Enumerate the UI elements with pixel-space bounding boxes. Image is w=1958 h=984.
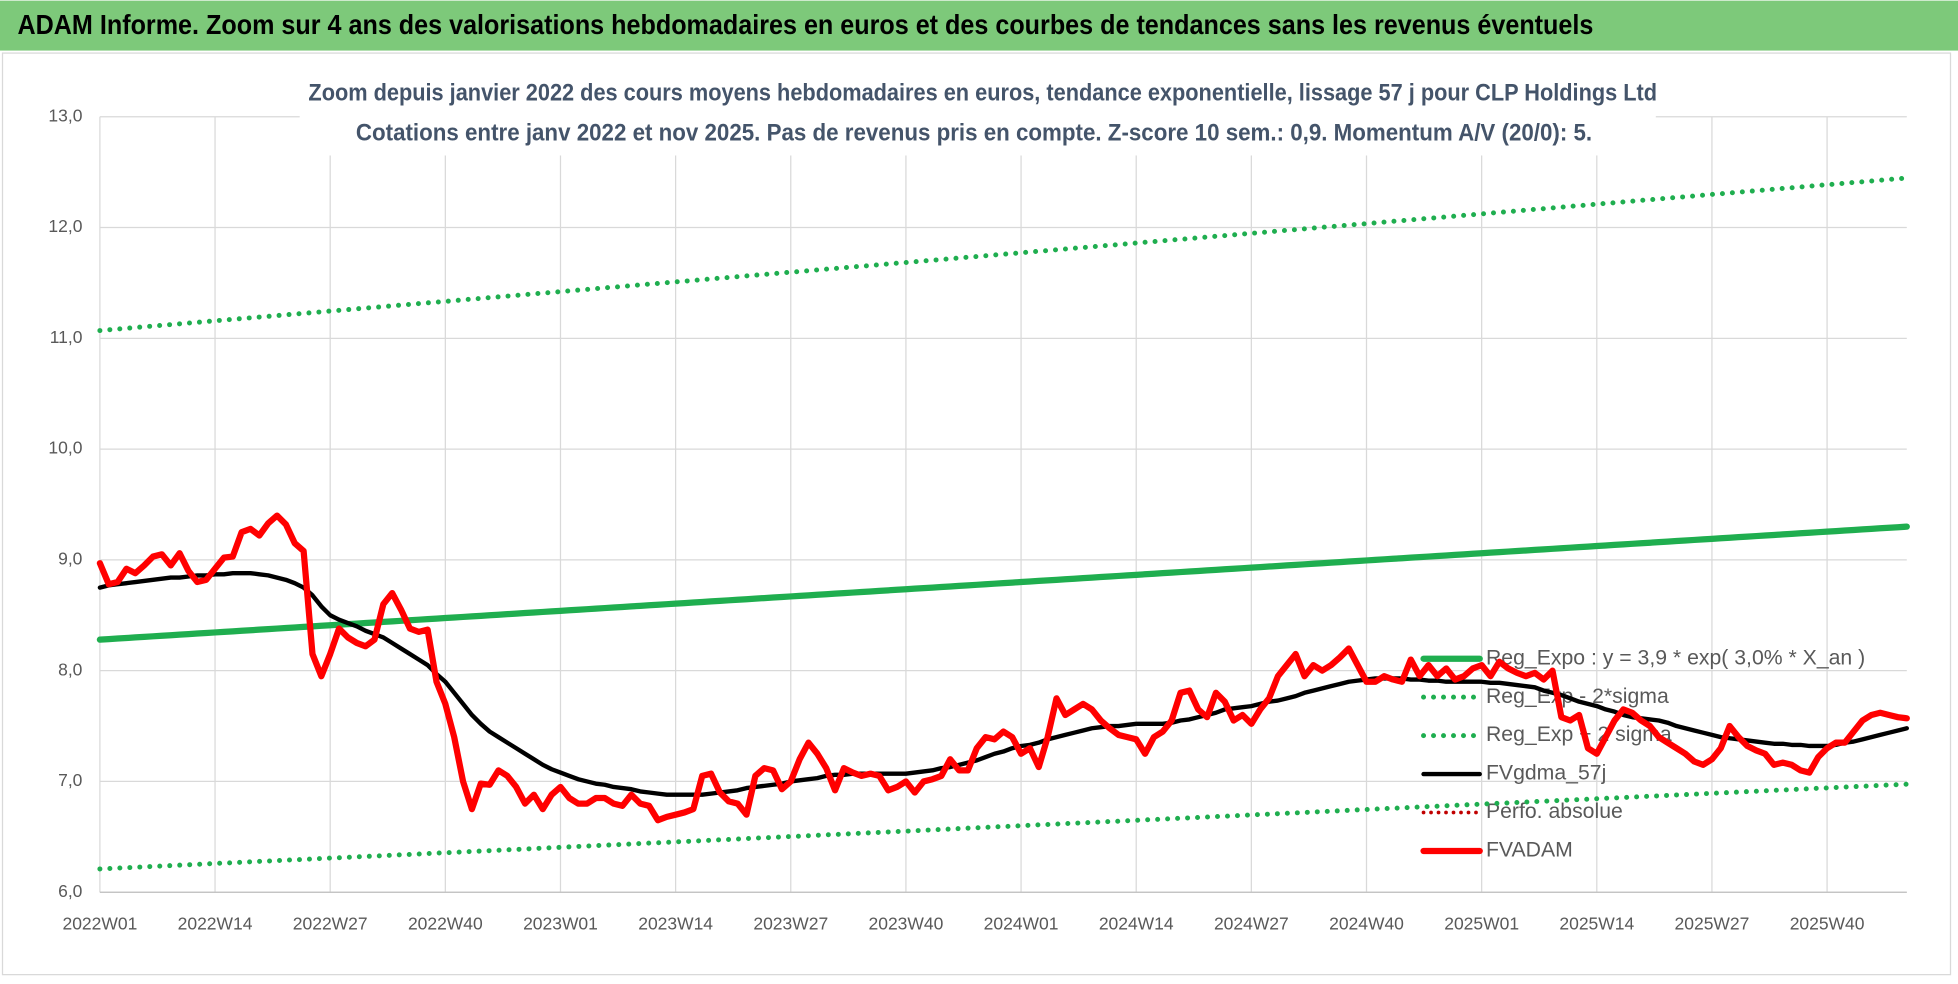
legend-label: Reg_Exp - 2*sigma <box>1486 685 1669 708</box>
legend: Reg_Expo : y = 3,9 * exp( 3,0% * X_an ) R… <box>1420 646 1865 862</box>
x-tick-label: 2024W40 <box>1329 913 1404 933</box>
x-tick-label: 2024W14 <box>1099 913 1174 933</box>
y-tick-label: 13,0 <box>48 105 82 125</box>
x-tick-label: 2023W27 <box>753 913 828 933</box>
legend-label: Reg_Expo : y = 3,9 * exp( 3,0% * X_an ) <box>1486 646 1865 669</box>
series-line <box>97 781 1910 872</box>
series-line <box>97 570 1909 797</box>
x-tick-label: 2024W01 <box>984 913 1059 933</box>
legend-label: Perfo. absolue <box>1486 800 1623 823</box>
legend-label: Reg_Exp + 2 sigma <box>1486 723 1672 746</box>
x-tick-label: 2024W27 <box>1214 913 1289 933</box>
x-tick-label: 2025W40 <box>1790 913 1865 933</box>
header-band <box>0 0 1958 51</box>
series-line <box>96 523 1910 643</box>
y-tick-label: 9,0 <box>58 549 83 569</box>
series-line <box>96 512 1910 824</box>
x-tick-label: 2023W40 <box>869 913 944 933</box>
x-tick-label: 2023W01 <box>523 913 598 933</box>
grid: 6,0 7,0 8,0 9,0 10,0 11,0 12,0 13,0 2022W01 2022W… <box>48 105 1907 933</box>
chart-subtitle: Cotations entre janv 2022 et nov 2025. P… <box>356 121 1592 147</box>
x-tick-label: 2022W14 <box>178 913 253 933</box>
y-tick-label: 10,0 <box>48 438 82 458</box>
legend-label: FVADAM <box>1486 839 1573 862</box>
legend-label: FVgdma_57j <box>1486 762 1606 785</box>
header-title: ADAM Informe. Zoom sur 4 ans des valoris… <box>17 9 1593 40</box>
series-line <box>97 175 1910 334</box>
x-tick-label: 2025W01 <box>1444 913 1519 933</box>
x-tick-label: 2022W27 <box>293 913 368 933</box>
x-tick-label: 2025W14 <box>1559 913 1634 933</box>
y-tick-label: 12,0 <box>48 216 82 236</box>
x-tick-label: 2023W14 <box>638 913 713 933</box>
x-tick-label: 2022W40 <box>408 913 483 933</box>
title-box <box>299 73 1656 156</box>
y-tick-label: 6,0 <box>58 881 83 901</box>
x-tick-label: 2025W27 <box>1675 913 1750 933</box>
chart-frame <box>1 52 1952 976</box>
chart-title: Zoom depuis janvier 2022 des cours moyen… <box>308 81 1657 107</box>
plot-area <box>96 175 1910 872</box>
y-tick-label: 11,0 <box>50 327 83 347</box>
x-tick-label: 2022W01 <box>63 913 138 933</box>
y-tick-label: 8,0 <box>58 659 83 679</box>
y-tick-label: 7,0 <box>58 770 83 790</box>
